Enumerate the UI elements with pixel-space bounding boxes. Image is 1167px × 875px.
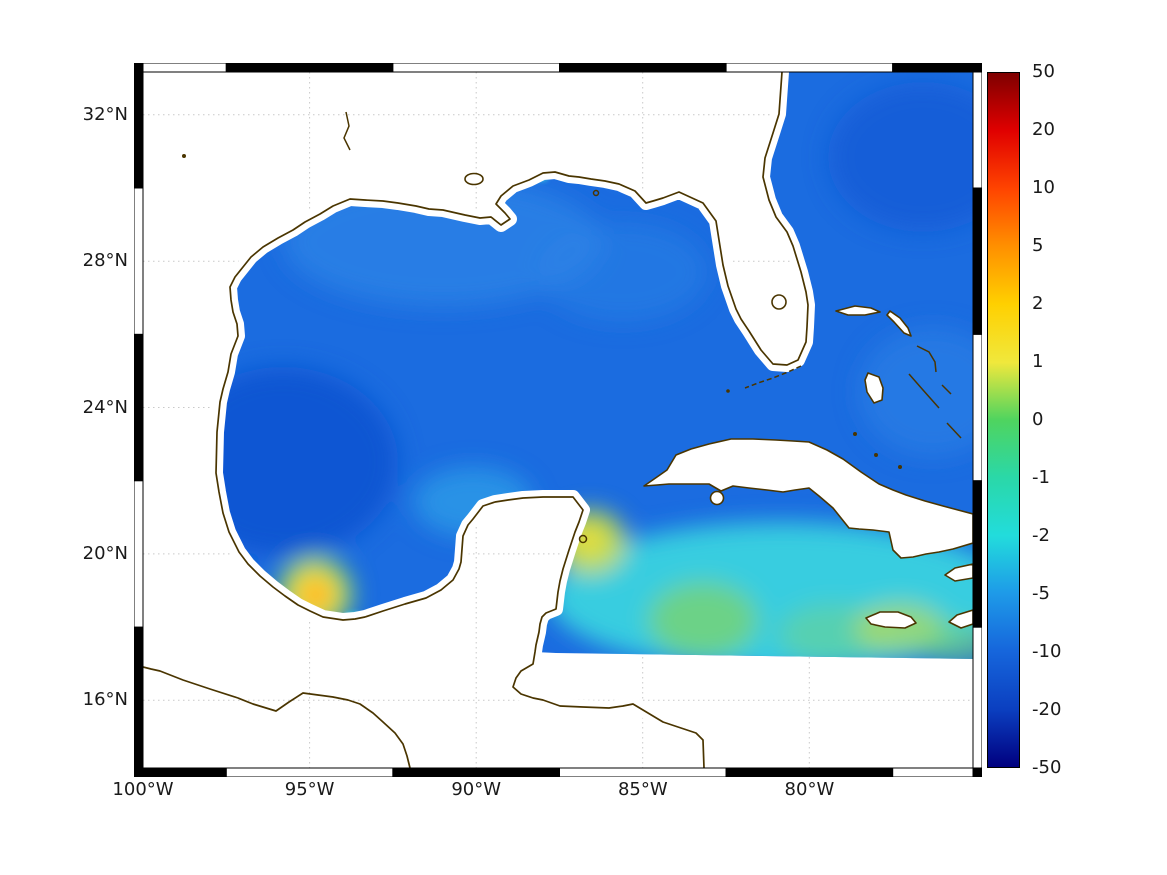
- exuma-chain: [908, 373, 940, 409]
- florida-keys: [744, 365, 802, 389]
- colorbar-tick-m50: -50: [1032, 757, 1062, 778]
- x-tick-label-95w: 95°W: [284, 779, 335, 800]
- caribbean-green-patch-1: [648, 582, 758, 658]
- x-tick-label-85w: 85°W: [617, 779, 668, 800]
- colorbar-tick-20: 20: [1032, 119, 1055, 140]
- colorbar-tick-m5: -5: [1032, 583, 1050, 604]
- campeche-hotspot-core: [303, 582, 329, 608]
- colorbar-tick-m10: -10: [1032, 641, 1062, 662]
- colorbar-gradient: [987, 72, 1020, 768]
- y-tick-label-16n: 16°N: [82, 689, 128, 710]
- y-tick-label-20n: 20°N: [82, 543, 128, 564]
- cat-island: [941, 384, 952, 395]
- colorbar-tick-1: 1: [1032, 351, 1044, 372]
- long-island: [946, 422, 962, 439]
- colorbar-tick-m1: -1: [1032, 467, 1050, 488]
- x-tick-label-80w: 80°W: [784, 779, 835, 800]
- caribbean-green-patch-3: [921, 622, 973, 659]
- hispaniola-north-claw: [944, 563, 973, 582]
- lake-pontchartrain: [464, 172, 484, 186]
- colorbar-tick-2: 2: [1032, 293, 1044, 314]
- panhandle-islet: [592, 189, 600, 197]
- cuba: [643, 438, 973, 559]
- small-islets: [182, 154, 902, 469]
- isla-juventud: [709, 490, 725, 506]
- abaco: [886, 310, 912, 337]
- island-chains: [343, 111, 962, 544]
- x-tick-label-90w: 90°W: [451, 779, 502, 800]
- map-canvas: [143, 72, 973, 768]
- colorbar-tick-50: 50: [1032, 61, 1055, 82]
- colorbar-tick-0: 0: [1032, 409, 1044, 430]
- coastline-mainland: [143, 72, 809, 768]
- eleuthera: [916, 345, 937, 373]
- colorbar-tick-m2: -2: [1032, 525, 1050, 546]
- coastline-pacific: [143, 666, 411, 768]
- map-frame: [134, 63, 982, 777]
- islands: [464, 172, 973, 629]
- y-tick-label-24n: 24°N: [82, 397, 128, 418]
- colorbar-tick-m20: -20: [1032, 699, 1062, 720]
- colorbar-tick-10: 10: [1032, 177, 1055, 198]
- andros: [864, 372, 884, 404]
- bahamas-patch: [858, 327, 973, 457]
- colorbar-tick-5: 5: [1032, 235, 1044, 256]
- lake-okeechobee: [771, 294, 787, 310]
- hispaniola-south-claw: [948, 609, 973, 629]
- ne-gulf-patch: [538, 222, 708, 322]
- toledo-bend-lake: [343, 111, 351, 151]
- atlantic-ne-patch: [828, 82, 973, 232]
- cozumel: [578, 534, 588, 544]
- x-tick-label-100w: 100°W: [112, 779, 174, 800]
- north-gulf-shelf-patch: [283, 177, 603, 307]
- jamaica: [865, 611, 917, 629]
- grand-bahama: [835, 305, 881, 316]
- y-tick-label-28n: 28°N: [82, 250, 128, 271]
- y-tick-label-32n: 32°N: [82, 104, 128, 125]
